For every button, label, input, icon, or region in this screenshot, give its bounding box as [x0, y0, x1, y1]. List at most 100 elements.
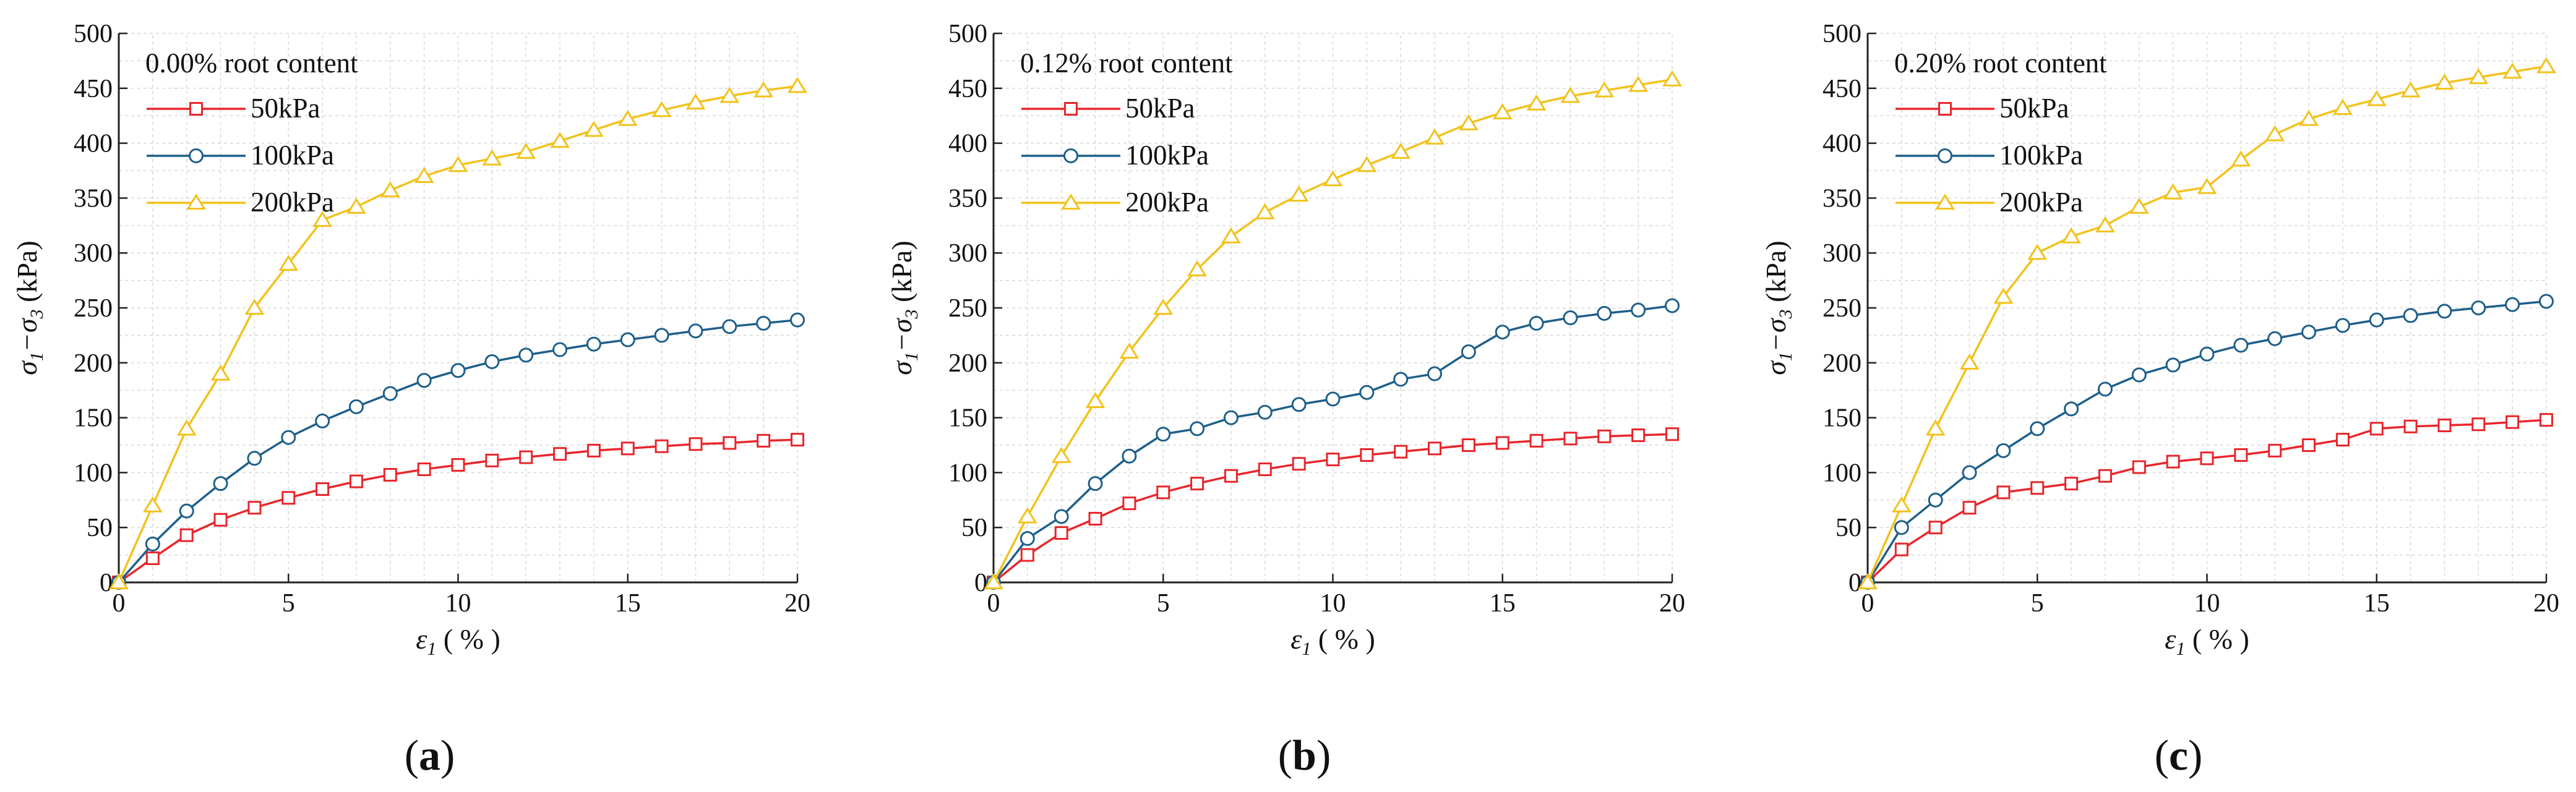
data-point-200kPa	[1255, 203, 1275, 219]
data-point-50kPa	[2234, 448, 2248, 462]
x-axis-subscript: 1	[427, 639, 436, 659]
data-point-200kPa	[1357, 156, 1377, 172]
data-point-200kPa	[2197, 177, 2217, 194]
data-point-50kPa	[2098, 469, 2112, 483]
data-point-200kPa	[1662, 70, 1682, 87]
y-tick-label: 200	[74, 349, 113, 378]
legend-label: 200kPa	[251, 187, 334, 218]
subfigure-paren: (	[1278, 732, 1292, 780]
data-point-50kPa	[655, 439, 669, 453]
data-point-50kPa	[1563, 432, 1578, 446]
data-point-50kPa	[1665, 427, 1679, 441]
data-point-100kPa	[2471, 300, 2486, 315]
x-tick-label: 0	[113, 589, 126, 618]
data-point-200kPa	[753, 81, 774, 98]
legend-item-50kPa: 50kPa	[147, 93, 320, 124]
subfigure-paren: )	[440, 732, 455, 780]
data-point-100kPa	[756, 315, 771, 331]
x-tick-label: 5	[2031, 589, 2044, 618]
series-200kPa	[984, 70, 1682, 590]
data-point-50kPa	[247, 501, 262, 515]
y-axis-unit: (kPa)	[11, 241, 43, 309]
data-point-100kPa	[145, 536, 160, 551]
legend-item-50kPa: 50kPa	[1021, 93, 1195, 124]
data-point-50kPa	[1020, 548, 1034, 562]
data-point-200kPa	[1017, 507, 1037, 524]
data-point-50kPa	[2166, 454, 2180, 469]
x-tick-label: 10	[1320, 589, 1346, 618]
x-axis-title: ε1 ( % )	[2165, 623, 2249, 659]
data-point-50kPa	[2335, 433, 2350, 447]
data-point-200kPa	[1891, 496, 1912, 513]
y-axis-sigma: −σ	[11, 317, 43, 352]
subfigure-paren: )	[2188, 732, 2202, 780]
series-200kPa	[1858, 57, 2556, 590]
data-point-200kPa	[1425, 128, 1445, 145]
legend-label: 200kPa	[1999, 187, 2083, 218]
legend-marker	[189, 102, 203, 116]
y-axis-sigma: σ	[1760, 360, 1792, 375]
data-point-100kPa	[586, 336, 601, 352]
y-tick-label: 250	[948, 294, 987, 323]
legend-marker	[1061, 194, 1081, 210]
data-point-50kPa	[1190, 477, 1204, 491]
y-tick-label: 100	[1823, 459, 1861, 487]
y-tick-label: 450	[1823, 75, 1861, 103]
y-tick-label: 150	[1823, 404, 1861, 433]
data-point-100kPa	[1427, 366, 1443, 381]
data-point-50kPa	[2403, 419, 2418, 433]
data-point-100kPa	[1894, 520, 1909, 535]
data-point-200kPa	[1959, 353, 1980, 370]
data-point-200kPa	[244, 299, 265, 315]
data-point-50kPa	[316, 482, 330, 496]
x-tick-label: 15	[615, 589, 641, 618]
data-point-100kPa	[1495, 325, 1510, 340]
data-point-200kPa	[1119, 343, 1140, 359]
data-point-100kPa	[1190, 421, 1205, 436]
data-point-50kPa	[1360, 448, 1374, 462]
grid	[994, 33, 1673, 582]
data-point-50kPa	[1996, 485, 2011, 500]
legend-item-50kPa: 50kPa	[1896, 93, 2069, 124]
data-point-100kPa	[2403, 308, 2418, 323]
data-point-100kPa	[2267, 331, 2283, 346]
chart-panel-b: 0 5 10 15 20050100150200250300350400450500ε1…	[886, 20, 1685, 780]
data-point-50kPa	[1326, 453, 1340, 467]
data-point-100kPa	[1529, 315, 1544, 331]
data-point-100kPa	[2131, 367, 2147, 383]
y-axis-subscript: 1	[27, 352, 47, 361]
data-point-100kPa	[722, 319, 737, 334]
data-point-200kPa	[1289, 185, 1309, 202]
data-point-200kPa	[176, 419, 197, 436]
data-point-50kPa	[519, 450, 533, 464]
x-axis-symbol: ε	[2165, 623, 2176, 655]
data-point-200kPa	[1391, 142, 1411, 159]
data-point-100kPa	[1962, 465, 1977, 480]
grid	[119, 33, 798, 582]
legend-label: 50kPa	[251, 93, 320, 124]
legend-label: 200kPa	[1125, 187, 1209, 218]
data-point-200kPa	[210, 364, 231, 381]
data-point-50kPa	[2132, 460, 2146, 474]
data-point-100kPa	[1020, 530, 1035, 546]
data-point-50kPa	[1962, 501, 1977, 515]
data-point-100kPa	[1325, 391, 1341, 407]
data-point-200kPa	[1051, 446, 1071, 463]
x-tick-label: 0	[987, 589, 1000, 618]
data-point-100kPa	[2097, 381, 2113, 397]
data-point-50kPa	[689, 437, 703, 451]
data-point-200kPa	[1560, 87, 1581, 103]
data-point-200kPa	[1085, 392, 1106, 409]
data-point-200kPa	[2163, 183, 2183, 200]
data-point-100kPa	[315, 413, 330, 428]
data-point-50kPa	[723, 436, 737, 450]
y-axis-unit: (kPa)	[1760, 241, 1792, 309]
subfigure-label: (a)	[405, 732, 455, 780]
y-axis-sigma: −σ	[1760, 317, 1792, 352]
y-tick-label: 250	[1823, 294, 1861, 323]
legend-marker	[1938, 148, 1952, 163]
data-point-200kPa	[2366, 90, 2387, 106]
data-point-100kPa	[2369, 312, 2384, 328]
y-axis-sigma: σ	[886, 360, 917, 375]
